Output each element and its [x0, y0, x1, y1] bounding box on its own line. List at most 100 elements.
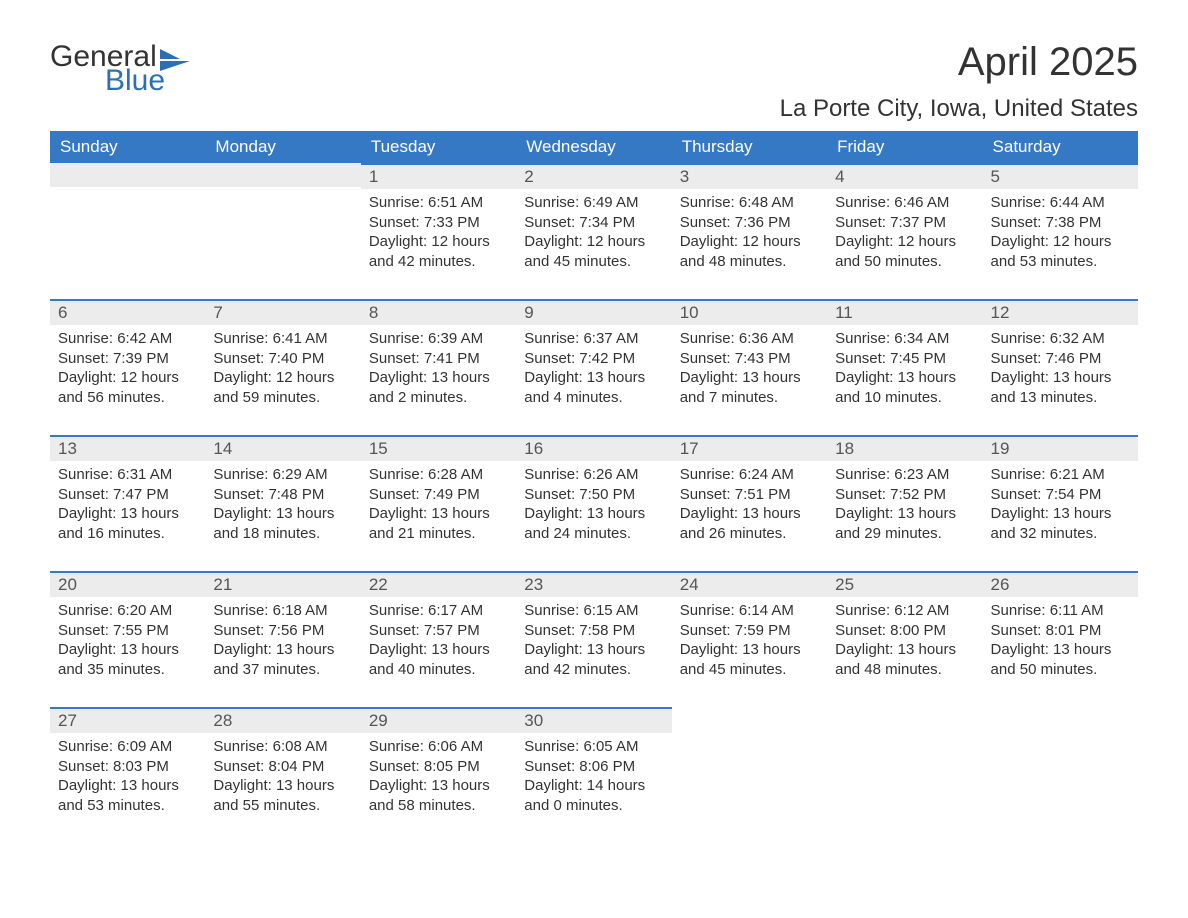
calendar-week-row: 6Sunrise: 6:42 AMSunset: 7:39 PMDaylight…: [50, 299, 1138, 435]
day-details: Sunrise: 6:12 AMSunset: 8:00 PMDaylight:…: [827, 597, 982, 707]
day-details: Sunrise: 6:18 AMSunset: 7:56 PMDaylight:…: [205, 597, 360, 707]
day-number-band: 6: [50, 299, 205, 325]
daylight-text: Daylight: 13 hours and 29 minutes.: [835, 504, 974, 543]
calendar-day-cell: [672, 707, 827, 843]
daylight-text: Daylight: 13 hours and 21 minutes.: [369, 504, 508, 543]
day-details: Sunrise: 6:36 AMSunset: 7:43 PMDaylight:…: [672, 325, 827, 435]
daylight-text: Daylight: 12 hours and 56 minutes.: [58, 368, 197, 407]
daylight-text: Daylight: 13 hours and 16 minutes.: [58, 504, 197, 543]
day-details: Sunrise: 6:37 AMSunset: 7:42 PMDaylight:…: [516, 325, 671, 435]
sunrise-text: Sunrise: 6:46 AM: [835, 193, 974, 213]
sunrise-text: Sunrise: 6:24 AM: [680, 465, 819, 485]
day-number-band: 10: [672, 299, 827, 325]
calendar-day-cell: 17Sunrise: 6:24 AMSunset: 7:51 PMDayligh…: [672, 435, 827, 571]
calendar-table: Sunday Monday Tuesday Wednesday Thursday…: [50, 131, 1138, 843]
calendar-day-cell: 28Sunrise: 6:08 AMSunset: 8:04 PMDayligh…: [205, 707, 360, 843]
header: General Blue April 2025 La Porte City, I…: [50, 40, 1138, 131]
day-details: Sunrise: 6:34 AMSunset: 7:45 PMDaylight:…: [827, 325, 982, 435]
sunrise-text: Sunrise: 6:48 AM: [680, 193, 819, 213]
day-number-band: 15: [361, 435, 516, 461]
calendar-day-cell: 21Sunrise: 6:18 AMSunset: 7:56 PMDayligh…: [205, 571, 360, 707]
sunset-text: Sunset: 7:58 PM: [524, 621, 663, 641]
day-details: Sunrise: 6:21 AMSunset: 7:54 PMDaylight:…: [983, 461, 1138, 571]
calendar-day-cell: [205, 163, 360, 299]
calendar-week-row: 27Sunrise: 6:09 AMSunset: 8:03 PMDayligh…: [50, 707, 1138, 843]
day-details: Sunrise: 6:42 AMSunset: 7:39 PMDaylight:…: [50, 325, 205, 435]
logo-word-2: Blue: [105, 64, 190, 98]
sunset-text: Sunset: 8:01 PM: [991, 621, 1130, 641]
sunset-text: Sunset: 8:05 PM: [369, 757, 508, 777]
day-details: Sunrise: 6:09 AMSunset: 8:03 PMDaylight:…: [50, 733, 205, 843]
logo: General Blue: [50, 40, 190, 98]
day-number-band: 20: [50, 571, 205, 597]
calendar-day-cell: 26Sunrise: 6:11 AMSunset: 8:01 PMDayligh…: [983, 571, 1138, 707]
calendar-day-cell: 15Sunrise: 6:28 AMSunset: 7:49 PMDayligh…: [361, 435, 516, 571]
day-number-band: 26: [983, 571, 1138, 597]
sunrise-text: Sunrise: 6:09 AM: [58, 737, 197, 757]
sunset-text: Sunset: 7:51 PM: [680, 485, 819, 505]
weekday-header: Wednesday: [516, 131, 671, 163]
day-details: [827, 731, 982, 841]
daylight-text: Daylight: 13 hours and 26 minutes.: [680, 504, 819, 543]
day-number-band: 5: [983, 163, 1138, 189]
day-details: [50, 187, 205, 297]
sunset-text: Sunset: 8:06 PM: [524, 757, 663, 777]
day-number-band: [205, 163, 360, 187]
weekday-header: Sunday: [50, 131, 205, 163]
daylight-text: Daylight: 13 hours and 2 minutes.: [369, 368, 508, 407]
day-details: Sunrise: 6:14 AMSunset: 7:59 PMDaylight:…: [672, 597, 827, 707]
day-details: [672, 731, 827, 841]
sunrise-text: Sunrise: 6:21 AM: [991, 465, 1130, 485]
daylight-text: Daylight: 14 hours and 0 minutes.: [524, 776, 663, 815]
sunset-text: Sunset: 7:36 PM: [680, 213, 819, 233]
sunset-text: Sunset: 7:47 PM: [58, 485, 197, 505]
sunset-text: Sunset: 7:40 PM: [213, 349, 352, 369]
day-number-band: 29: [361, 707, 516, 733]
day-details: Sunrise: 6:51 AMSunset: 7:33 PMDaylight:…: [361, 189, 516, 299]
day-details: Sunrise: 6:15 AMSunset: 7:58 PMDaylight:…: [516, 597, 671, 707]
sunset-text: Sunset: 8:00 PM: [835, 621, 974, 641]
daylight-text: Daylight: 12 hours and 42 minutes.: [369, 232, 508, 271]
calendar-day-cell: 5Sunrise: 6:44 AMSunset: 7:38 PMDaylight…: [983, 163, 1138, 299]
month-title: April 2025: [780, 40, 1138, 85]
sunset-text: Sunset: 7:55 PM: [58, 621, 197, 641]
calendar-day-cell: 3Sunrise: 6:48 AMSunset: 7:36 PMDaylight…: [672, 163, 827, 299]
sunrise-text: Sunrise: 6:28 AM: [369, 465, 508, 485]
day-number-band: 13: [50, 435, 205, 461]
daylight-text: Daylight: 13 hours and 53 minutes.: [58, 776, 197, 815]
sunset-text: Sunset: 7:59 PM: [680, 621, 819, 641]
sunrise-text: Sunrise: 6:36 AM: [680, 329, 819, 349]
day-details: Sunrise: 6:17 AMSunset: 7:57 PMDaylight:…: [361, 597, 516, 707]
day-number-band: 25: [827, 571, 982, 597]
sunset-text: Sunset: 7:54 PM: [991, 485, 1130, 505]
daylight-text: Daylight: 13 hours and 35 minutes.: [58, 640, 197, 679]
calendar-week-row: 13Sunrise: 6:31 AMSunset: 7:47 PMDayligh…: [50, 435, 1138, 571]
day-number-band: 3: [672, 163, 827, 189]
sunset-text: Sunset: 7:56 PM: [213, 621, 352, 641]
calendar-day-cell: 24Sunrise: 6:14 AMSunset: 7:59 PMDayligh…: [672, 571, 827, 707]
day-number-band: 9: [516, 299, 671, 325]
sunrise-text: Sunrise: 6:42 AM: [58, 329, 197, 349]
sunrise-text: Sunrise: 6:37 AM: [524, 329, 663, 349]
day-details: Sunrise: 6:46 AMSunset: 7:37 PMDaylight:…: [827, 189, 982, 299]
day-number-band: 30: [516, 707, 671, 733]
calendar-body: 1Sunrise: 6:51 AMSunset: 7:33 PMDaylight…: [50, 163, 1138, 843]
sunrise-text: Sunrise: 6:06 AM: [369, 737, 508, 757]
sunrise-text: Sunrise: 6:18 AM: [213, 601, 352, 621]
calendar-day-cell: 4Sunrise: 6:46 AMSunset: 7:37 PMDaylight…: [827, 163, 982, 299]
day-details: Sunrise: 6:26 AMSunset: 7:50 PMDaylight:…: [516, 461, 671, 571]
sunset-text: Sunset: 7:43 PM: [680, 349, 819, 369]
sunrise-text: Sunrise: 6:34 AM: [835, 329, 974, 349]
day-number-band: 21: [205, 571, 360, 597]
calendar-day-cell: 27Sunrise: 6:09 AMSunset: 8:03 PMDayligh…: [50, 707, 205, 843]
calendar-day-cell: 19Sunrise: 6:21 AMSunset: 7:54 PMDayligh…: [983, 435, 1138, 571]
day-number-band: 27: [50, 707, 205, 733]
weekday-header: Thursday: [672, 131, 827, 163]
daylight-text: Daylight: 12 hours and 45 minutes.: [524, 232, 663, 271]
day-number-band: 28: [205, 707, 360, 733]
day-details: Sunrise: 6:23 AMSunset: 7:52 PMDaylight:…: [827, 461, 982, 571]
sunrise-text: Sunrise: 6:29 AM: [213, 465, 352, 485]
daylight-text: Daylight: 13 hours and 48 minutes.: [835, 640, 974, 679]
day-details: Sunrise: 6:49 AMSunset: 7:34 PMDaylight:…: [516, 189, 671, 299]
sunset-text: Sunset: 7:48 PM: [213, 485, 352, 505]
